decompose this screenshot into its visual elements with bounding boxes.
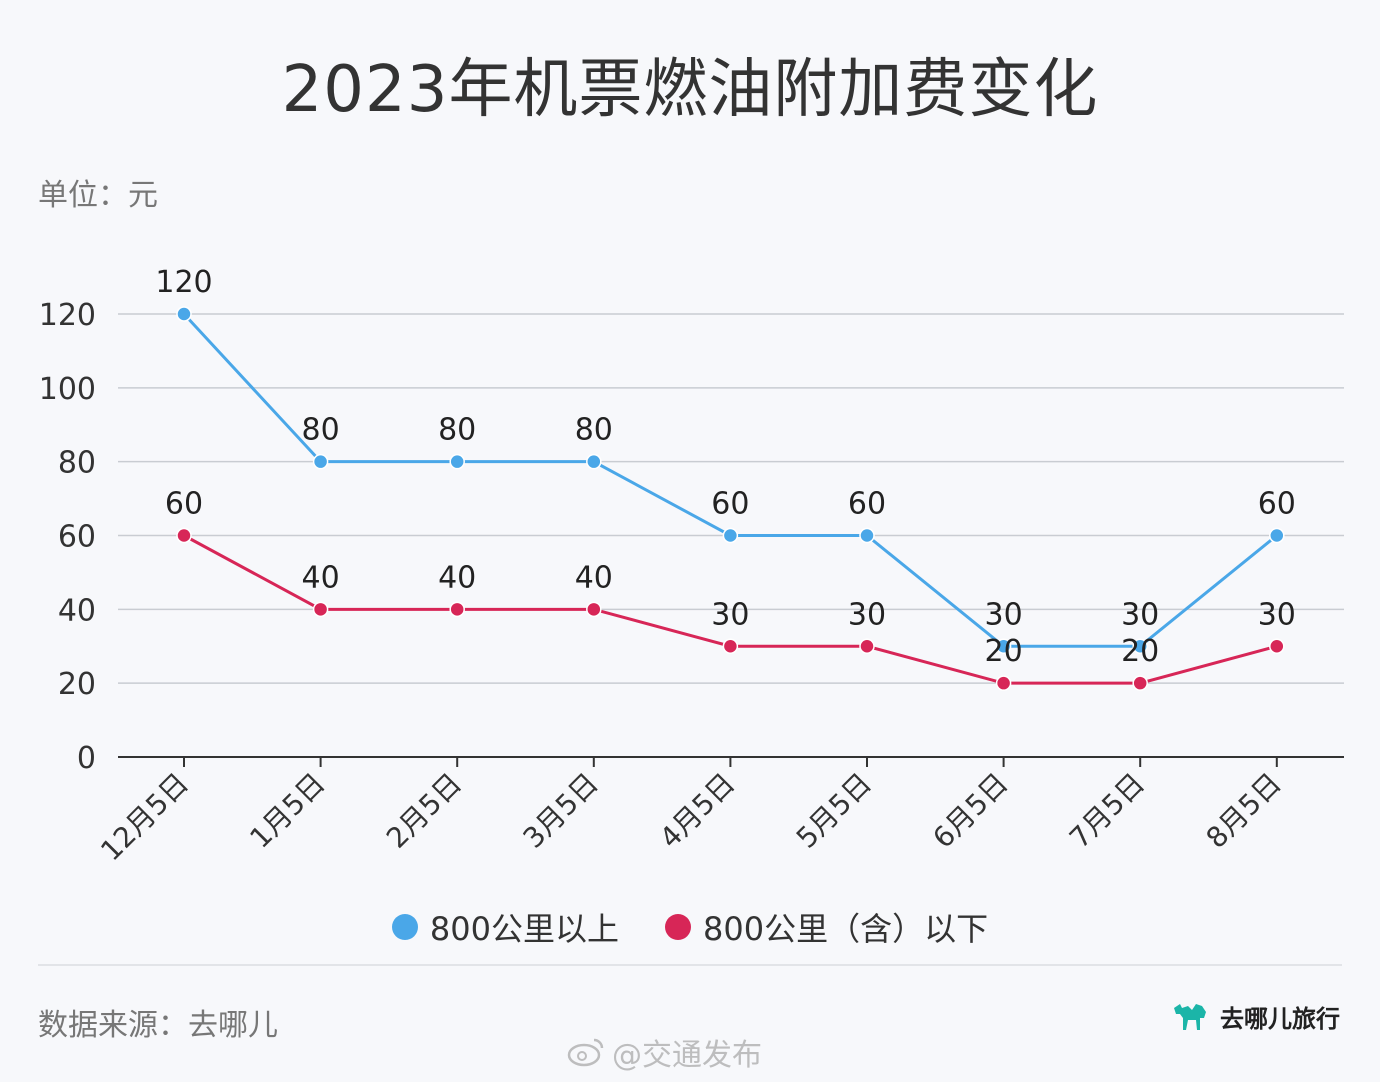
data-label: 30: [848, 597, 886, 632]
legend-dot-icon: [665, 914, 691, 940]
y-tick-label: 100: [39, 372, 96, 407]
x-tick-label: 8月5日: [1200, 767, 1288, 855]
line-chart: 0 20 40 60 80 100 120 12月5日 1月5日 2月5日 3月5日 4月5日 5月5日…: [39, 265, 1344, 868]
data-point: [176, 527, 192, 544]
data-label: 80: [575, 413, 613, 448]
data-point: [1269, 638, 1285, 654]
x-tick-label: 4月5日: [653, 767, 741, 855]
unit-label: 单位：元: [38, 178, 158, 213]
camel-icon: [1174, 1004, 1206, 1030]
data-point: [1132, 675, 1148, 691]
x-tick-label: 6月5日: [926, 767, 1014, 855]
y-tick-label: 20: [58, 667, 96, 702]
y-tick-label: 120: [39, 298, 96, 333]
data-point: [586, 453, 602, 470]
x-tick-label: 5月5日: [790, 767, 878, 855]
data-point: [586, 601, 602, 618]
data-label: 20: [985, 634, 1023, 669]
data-point: [312, 601, 329, 618]
data-point: [995, 638, 1012, 654]
y-tick-label: 60: [58, 520, 96, 555]
data-label: 80: [302, 413, 340, 448]
data-label: 60: [1258, 487, 1296, 522]
data-label: 60: [165, 487, 203, 522]
data-label: 30: [711, 597, 749, 632]
legend-item-short: 800公里（含）以下: [665, 904, 988, 950]
data-source: 数据来源：去哪儿: [38, 1008, 278, 1043]
data-label: 30: [985, 597, 1023, 632]
y-tick-label: 0: [77, 741, 96, 776]
data-label: 40: [302, 560, 340, 595]
x-tick-label: 2月5日: [380, 767, 468, 855]
data-point: [995, 675, 1012, 691]
y-tick-label: 40: [58, 593, 96, 628]
x-tick-label: 1月5日: [243, 767, 331, 855]
data-label: 60: [711, 487, 749, 522]
x-tick-label: 7月5日: [1063, 767, 1151, 855]
footer-divider: [38, 964, 1342, 966]
data-point: [1132, 638, 1148, 654]
data-label: 30: [1121, 597, 1159, 632]
legend-item-long: 800公里以上: [391, 904, 619, 950]
legend-dot-icon: [391, 914, 418, 940]
data-point: [449, 453, 465, 470]
qunar-logo: 去哪儿旅行: [1170, 998, 1340, 1034]
data-point: [859, 638, 875, 654]
data-point: [859, 527, 875, 544]
chart-title: 2023年机票燃油附加费变化: [281, 53, 1099, 127]
data-point: [722, 527, 739, 544]
legend: 800公里以上 800公里（含）以下: [0, 904, 1380, 950]
data-label: 30: [1258, 597, 1296, 632]
weibo-icon: [567, 1038, 604, 1067]
legend-label-long: 800公里以上: [429, 910, 619, 948]
data-point: [449, 601, 465, 618]
data-label: 60: [848, 487, 886, 522]
x-tick-label: 12月5日: [94, 767, 195, 868]
data-point: [176, 306, 192, 322]
data-label: 80: [438, 413, 476, 448]
watermark-text: @交通发布: [612, 1038, 762, 1073]
data-label: 40: [438, 560, 476, 595]
logo-text: 去哪儿旅行: [1220, 1004, 1340, 1033]
data-label: 40: [575, 560, 613, 595]
data-point: [312, 453, 329, 470]
data-point: [1269, 527, 1285, 544]
data-point: [722, 638, 739, 654]
x-tick-label: 3月5日: [517, 767, 605, 855]
legend-label-short: 800公里（含）以下: [703, 910, 989, 948]
data-label: 20: [1121, 634, 1159, 669]
weibo-watermark: @交通发布: [566, 1030, 762, 1074]
data-label: 120: [155, 265, 212, 300]
y-tick-label: 80: [58, 446, 96, 481]
